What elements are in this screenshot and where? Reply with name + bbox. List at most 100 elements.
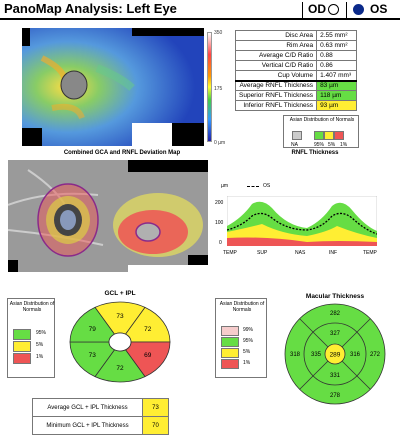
macular-normals-legend: Asian Distribution of Normals 99% 95% 5%… [215, 298, 267, 378]
macular-swatch-yellow [221, 348, 239, 358]
metric-label: Disc Area [234, 30, 318, 41]
metric-value: 0.88 [316, 50, 358, 61]
macular-outer-sup: 282 [330, 311, 341, 317]
legend-swatch-na [292, 131, 302, 140]
metric-row: Superior RNFL Thickness 118 µm [234, 90, 358, 101]
gcl-sector-value: 79 [89, 326, 97, 333]
metric-row: Vertical C/D Ratio 0.86 [234, 60, 358, 71]
tsnit-plot [227, 196, 377, 246]
gcl-legend-label: 95% [36, 330, 47, 336]
gcl-swatch-green [13, 329, 31, 340]
macular-legend-label: 5% [243, 349, 251, 355]
macular-swatch-red [221, 359, 239, 369]
macular-inner-temp: 335 [311, 352, 322, 358]
macular-legend-label: 95% [243, 338, 254, 344]
gcl-min-value: 70 [142, 416, 169, 435]
tsnit-legend-label: OS [263, 183, 271, 189]
legend-swatch-yellow [324, 131, 334, 140]
gcl-swatch-yellow [13, 341, 31, 352]
metric-row: Disc Area 2.55 mm² [234, 30, 358, 41]
metric-value: 93 µm [316, 100, 358, 111]
rnfl-legend-title: Asian Distribution of Normals [289, 117, 355, 123]
gcl-swatch-red [13, 353, 31, 364]
macular-inner-nas: 316 [350, 352, 361, 358]
gcl-min-label: Minimum GCL + IPL Thickness [32, 416, 143, 435]
metric-value: 1.407 mm³ [316, 70, 358, 81]
gcl-legend-label: 5% [36, 342, 44, 348]
gcl-sector-value: 72 [144, 326, 152, 333]
gcl-title: GCL + IPL [104, 290, 136, 297]
tsnit-y-tick: 100 [215, 220, 224, 226]
metric-label: Inferior RNFL Thickness [234, 100, 318, 111]
macular-title: Macular Thickness [305, 293, 365, 300]
header-divider [302, 2, 303, 18]
gcl-legend-label: 1% [36, 354, 44, 360]
disc-metrics-table: Disc Area 2.55 mm² Rim Area 0.63 mm² Average… [234, 30, 358, 111]
deviation-map-image [8, 160, 208, 272]
legend-swatch-green [314, 131, 324, 140]
gcl-summary-table: Average GCL + IPL Thickness 73 Minimum G… [32, 398, 169, 435]
scale-bottom-label: 0 µm [214, 140, 226, 146]
metric-row: Inferior RNFL Thickness 93 µm [234, 100, 358, 111]
metric-value: 118 µm [316, 90, 358, 101]
macular-legend-label: 1% [243, 360, 251, 366]
rnfl-thickness-caption: RNFL Thickness [291, 150, 339, 156]
macular-outer-inf: 278 [330, 393, 341, 399]
tsnit-x-tick: NAS [295, 250, 306, 256]
macular-swatch-white [221, 326, 239, 336]
macular-thickness-grid: 289 327 316 331 335 282 272 278 318 [284, 303, 386, 405]
deviation-map-caption: Combined GCA and RNFL Deviation Map [63, 150, 181, 156]
gcl-avg-label: Average GCL + IPL Thickness [32, 398, 143, 417]
macular-legend-label: 99% [243, 327, 254, 333]
legend-label-1: 1% [340, 142, 348, 148]
macular-legend-title: Asian Distribution of Normals [219, 301, 265, 313]
metric-value: 2.55 mm² [316, 30, 358, 41]
gcl-ipl-sector-map: 73 72 69 72 73 79 [69, 301, 171, 383]
os-label: OS [370, 2, 388, 16]
macular-center [324, 343, 346, 365]
metric-row: Cup Volume 1.407 mm³ [234, 70, 358, 81]
metric-label: Average C/D Ratio [234, 50, 318, 61]
metric-row: Average RNFL Thickness 83 µm [234, 80, 358, 91]
rnfl-thickness-map [22, 28, 204, 146]
gcl-normals-legend: Asian Distribution of Normals 95% 5% 1% [7, 298, 55, 378]
macular-inner-inf: 331 [330, 373, 341, 379]
report-header: PanoMap Analysis: Left Eye OD OS [0, 0, 400, 20]
metric-label: Rim Area [234, 40, 318, 51]
gcl-center-hole [108, 332, 132, 352]
rnfl-map-image [22, 28, 204, 146]
tsnit-x-tick: TEMP [363, 250, 377, 256]
legend-label-5: 5% [328, 142, 336, 148]
metric-row: Average C/D Ratio 0.88 [234, 50, 358, 61]
metric-value: 0.63 mm² [316, 40, 358, 51]
metric-label: Average RNFL Thickness [234, 80, 318, 91]
macular-center-value: 289 [330, 352, 341, 359]
od-label: OD [308, 2, 326, 16]
gcl-sector-value: 73 [116, 313, 124, 320]
report-title: PanoMap Analysis: Left Eye [4, 1, 177, 16]
scale-top-label: 350 [214, 30, 223, 36]
macular-inner-sup: 327 [330, 331, 341, 337]
os-radio[interactable] [353, 4, 364, 15]
od-radio[interactable] [328, 4, 339, 15]
tsnit-y-unit: µm [221, 183, 229, 189]
tsnit-legend-line [247, 186, 259, 187]
tsnit-y-tick: 200 [215, 200, 224, 206]
legend-label-95: 95% [314, 142, 325, 148]
gca-rnfl-deviation-map [8, 160, 208, 272]
gcl-avg-value: 73 [142, 398, 169, 417]
legend-swatch-red [334, 131, 344, 140]
tsnit-y-tick: 0 [219, 240, 222, 246]
metric-label: Superior RNFL Thickness [234, 90, 318, 101]
macular-outer-temp: 318 [290, 352, 301, 358]
macular-swatch-green [221, 337, 239, 347]
tsnit-x-tick: INF [329, 250, 338, 256]
tsnit-x-tick: TEMP [223, 250, 237, 256]
rnfl-normals-legend: Asian Distribution of Normals NA 95% 5% … [283, 115, 359, 148]
metric-row: Rim Area 0.63 mm² [234, 40, 358, 51]
metric-label: Vertical C/D Ratio [234, 60, 318, 71]
tsnit-graph: µm OS 200 100 0 TEMP SUP NAS INF TEMP [215, 180, 385, 270]
tsnit-x-tick: SUP [257, 250, 268, 256]
gcl-legend-title: Asian Distribution of Normals [9, 301, 55, 313]
legend-label-na: NA [291, 142, 298, 148]
